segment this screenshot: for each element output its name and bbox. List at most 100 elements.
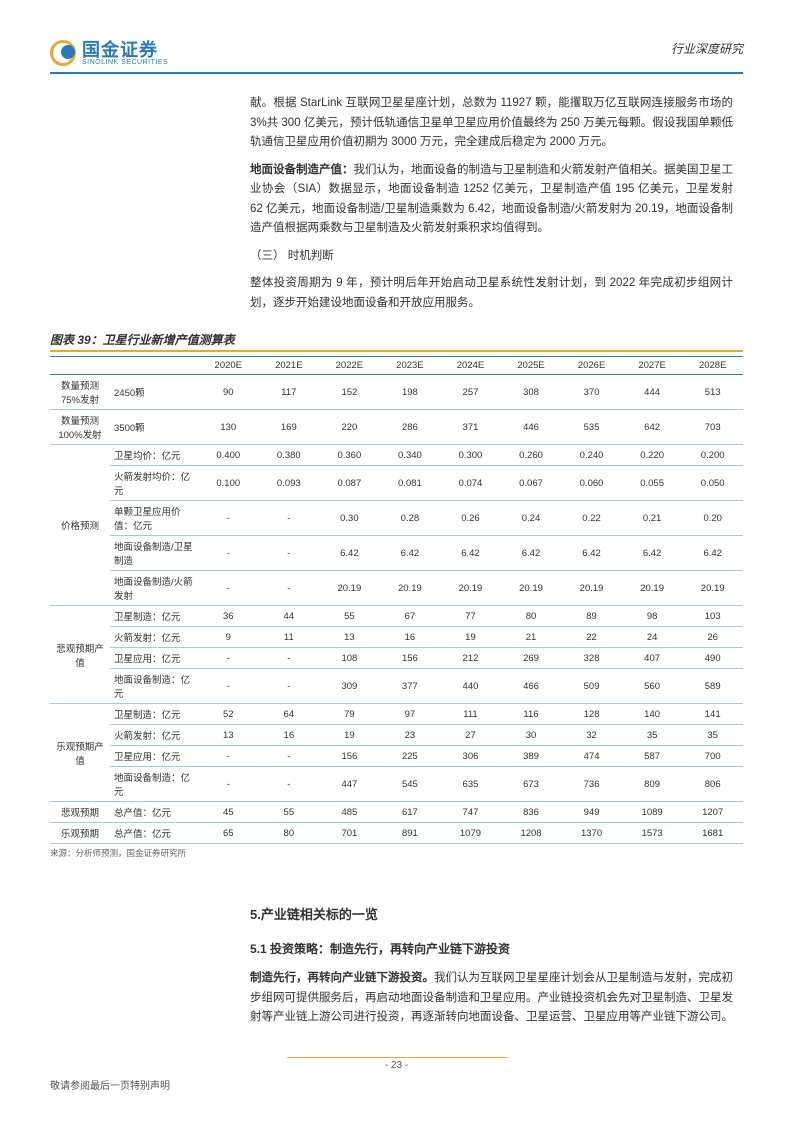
table-cell: 0.20 (682, 501, 743, 536)
table-cell: 55 (259, 802, 320, 823)
row-group-label: 数量预测75%发射 (50, 375, 110, 410)
table-cell: 485 (319, 802, 380, 823)
table-cell: 20.19 (380, 571, 441, 606)
table-cell: 0.22 (561, 501, 622, 536)
table-cell: - (198, 571, 259, 606)
logo-name-cn: 国金证券 (82, 41, 168, 59)
row-label: 火箭发射：亿元 (110, 627, 198, 648)
table-cell: 700 (682, 746, 743, 767)
table-row: 单颗卫星应用价值：亿元--0.300.280.260.240.220.210.2… (50, 501, 743, 536)
row-label: 卫星应用：亿元 (110, 746, 198, 767)
table-cell: - (259, 571, 320, 606)
section-5-title: 5.产业链相关标的一览 (250, 904, 733, 926)
table-cell: 52 (198, 704, 259, 725)
table-row: 数量预测100%发射3500颗1301692202863714465356427… (50, 410, 743, 445)
table-cell: 407 (622, 648, 683, 669)
company-logo: 国金证券 SINOLINK SECURITIES (50, 40, 168, 66)
row-label: 地面设备制造/卫星制造 (110, 536, 198, 571)
table-cell: 589 (682, 669, 743, 704)
paragraph-3: 整体投资周期为 9 年，预计明后年开始启动卫星系统性发射计划，到 2022 年完… (250, 274, 733, 313)
footer-disclaimer: 敬请参阅最后一页特别声明 (50, 1077, 743, 1092)
table-cell: 0.087 (319, 466, 380, 501)
table-cell: 117 (259, 375, 320, 410)
table-cell: 77 (440, 606, 501, 627)
table-cell: 90 (198, 375, 259, 410)
year-header: 2024E (440, 357, 501, 375)
table-cell: 466 (501, 669, 562, 704)
table-cell: 836 (501, 802, 562, 823)
table-cell: 0.300 (440, 445, 501, 466)
table-cell: 0.055 (622, 466, 683, 501)
table-cell: 1079 (440, 823, 501, 844)
table-cell: - (198, 501, 259, 536)
table-cell: 141 (682, 704, 743, 725)
table-cell: 560 (622, 669, 683, 704)
row-label: 卫星应用：亿元 (110, 648, 198, 669)
table-row: 价格预测卫星均价：亿元0.4000.3800.3600.3400.3000.26… (50, 445, 743, 466)
table-cell: 128 (561, 704, 622, 725)
section-5-1-title: 5.1 投资策略：制造先行，再转向产业链下游投资 (250, 939, 733, 959)
table-cell: 32 (561, 725, 622, 746)
table-cell: 79 (319, 704, 380, 725)
table-cell: 140 (622, 704, 683, 725)
table-cell: 703 (682, 410, 743, 445)
table-cell: 446 (501, 410, 562, 445)
table-cell: 0.081 (380, 466, 441, 501)
table-cell: 64 (259, 704, 320, 725)
table-row: 火箭发射均价：亿元0.1000.0930.0870.0810.0740.0670… (50, 466, 743, 501)
page-number: - 23 - (287, 1057, 507, 1071)
row-label: 火箭发射：亿元 (110, 725, 198, 746)
table-cell: 20.19 (501, 571, 562, 606)
document-type: 行业深度研究 (671, 40, 743, 57)
data-table: 2020E 2021E 2022E 2023E 2024E 2025E 2026… (50, 356, 743, 844)
table-cell: 736 (561, 767, 622, 802)
table-cell: 11 (259, 627, 320, 648)
table-cell: 513 (682, 375, 743, 410)
table-cell: 701 (319, 823, 380, 844)
year-header: 2022E (319, 357, 380, 375)
table-row: 地面设备制造：亿元--309377440466509560589 (50, 669, 743, 704)
table-cell: 13 (319, 627, 380, 648)
table-cell: 45 (198, 802, 259, 823)
table-cell: 0.400 (198, 445, 259, 466)
row-label: 地面设备制造：亿元 (110, 669, 198, 704)
table-cell: 212 (440, 648, 501, 669)
section-5-1-para: 制造先行，再转向产业链下游投资。我们认为互联网卫星星座计划会从卫星制造与发射，完… (250, 969, 733, 1028)
table-cell: - (259, 746, 320, 767)
table-cell: 0.060 (561, 466, 622, 501)
table-row: 卫星应用：亿元--108156212269328407490 (50, 648, 743, 669)
table-cell: 6.42 (682, 536, 743, 571)
table-cell: 0.21 (622, 501, 683, 536)
table-cell: - (198, 536, 259, 571)
table-cell: - (259, 767, 320, 802)
table-cell: 35 (622, 725, 683, 746)
table-cell: 103 (682, 606, 743, 627)
table-cell: 0.340 (380, 445, 441, 466)
table-cell: 19 (440, 627, 501, 648)
table-cell: 169 (259, 410, 320, 445)
year-header: 2021E (259, 357, 320, 375)
table-cell: 21 (501, 627, 562, 648)
table-cell: 309 (319, 669, 380, 704)
table-cell: 108 (319, 648, 380, 669)
table-row: 火箭发射：亿元91113161921222426 (50, 627, 743, 648)
table-cell: 20.19 (440, 571, 501, 606)
table-cell: 20.19 (682, 571, 743, 606)
row-label: 卫星制造：亿元 (110, 704, 198, 725)
table-cell: 0.074 (440, 466, 501, 501)
table-cell: 673 (501, 767, 562, 802)
table-cell: 27 (440, 725, 501, 746)
row-label: 地面设备制造/火箭发射 (110, 571, 198, 606)
table-cell: 545 (380, 767, 441, 802)
table-cell: 0.30 (319, 501, 380, 536)
table-row: 火箭发射：亿元131619232730323535 (50, 725, 743, 746)
table-cell: 642 (622, 410, 683, 445)
table-cell: 220 (319, 410, 380, 445)
table-cell: - (198, 669, 259, 704)
table-cell: - (198, 746, 259, 767)
table-cell: 24 (622, 627, 683, 648)
table-cell: 308 (501, 375, 562, 410)
year-header: 2026E (561, 357, 622, 375)
table-cell: 635 (440, 767, 501, 802)
logo-icon (50, 40, 76, 66)
